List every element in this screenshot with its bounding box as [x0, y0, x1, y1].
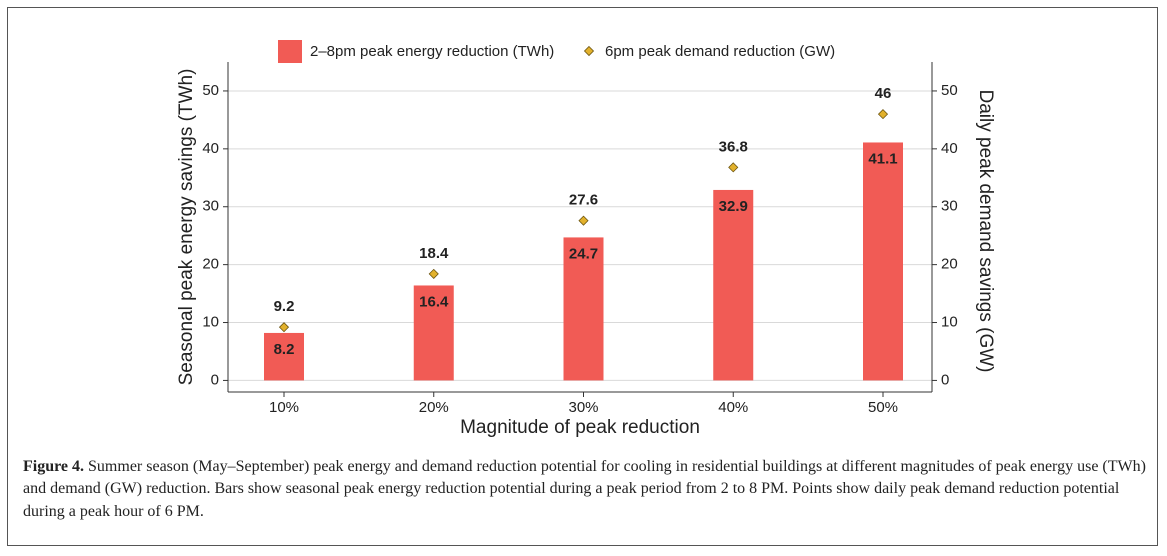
- bar-label: 24.7: [569, 245, 598, 262]
- bar-label: 41.1: [868, 150, 897, 167]
- y2-tick-label: 50: [941, 82, 958, 99]
- bar: [264, 332, 304, 381]
- bar-label: 16.4: [419, 293, 449, 310]
- legend-swatch: [278, 40, 302, 63]
- y2-tick-label: 0: [941, 371, 949, 388]
- point: [877, 109, 889, 120]
- caption: Figure 4. Summer season (May–September) …: [23, 456, 1148, 523]
- y2-tick-label: 30: [941, 198, 958, 215]
- y2-axis-title: Daily peak demand savings (GW): [975, 90, 996, 373]
- bar: [713, 189, 754, 381]
- bar: [863, 142, 903, 381]
- y-tick-label: 40: [202, 140, 219, 157]
- y-axis-title: Seasonal peak energy savings (TWh): [176, 69, 197, 386]
- point: [728, 162, 739, 173]
- caption-text: Summer season (May–September) peak energ…: [23, 458, 1146, 520]
- y-tick-label: 20: [202, 256, 219, 273]
- point: [428, 268, 439, 279]
- point-label: 36.8: [719, 138, 748, 155]
- y-tick-label: 50: [202, 82, 219, 99]
- x-tick-label: 50%: [868, 399, 898, 416]
- y2-tick-label: 20: [941, 256, 958, 273]
- point-label: 27.6: [569, 192, 598, 209]
- x-tick-label: 20%: [419, 399, 449, 416]
- x-tick-label: 30%: [568, 399, 598, 416]
- bar: [413, 285, 454, 381]
- y-tick-label: 30: [202, 198, 219, 215]
- y2-tick-label: 10: [941, 313, 958, 330]
- y-tick-label: 10: [202, 313, 219, 330]
- chart: 0 10 20 30 40 50 0 10 20 30 40 50 10% 20% 30% 40% 50% Mag…: [176, 40, 996, 438]
- point-label: 46: [875, 85, 892, 102]
- point: [578, 215, 589, 226]
- x-axis-title: Magnitude of peak reduction: [460, 417, 700, 438]
- point-label: 9.2: [274, 298, 295, 315]
- legend-swatch: [583, 45, 595, 57]
- legend-label: 2–8pm peak energy reduction (TWh): [310, 43, 554, 60]
- point: [278, 322, 290, 333]
- caption-label: Figure 4.: [23, 458, 85, 475]
- legend-label: 6pm peak demand reduction (GW): [605, 43, 835, 60]
- bar-label: 32.9: [719, 198, 748, 215]
- x-tick-label: 10%: [269, 399, 299, 416]
- figure-frame: [7, 7, 1158, 546]
- x-tick-label: 40%: [718, 399, 748, 416]
- y-tick-label: 0: [211, 371, 219, 388]
- y2-tick-label: 40: [941, 140, 958, 157]
- bar-label: 8.2: [274, 341, 295, 358]
- point-label: 18.4: [419, 245, 449, 262]
- bar: [563, 237, 604, 381]
